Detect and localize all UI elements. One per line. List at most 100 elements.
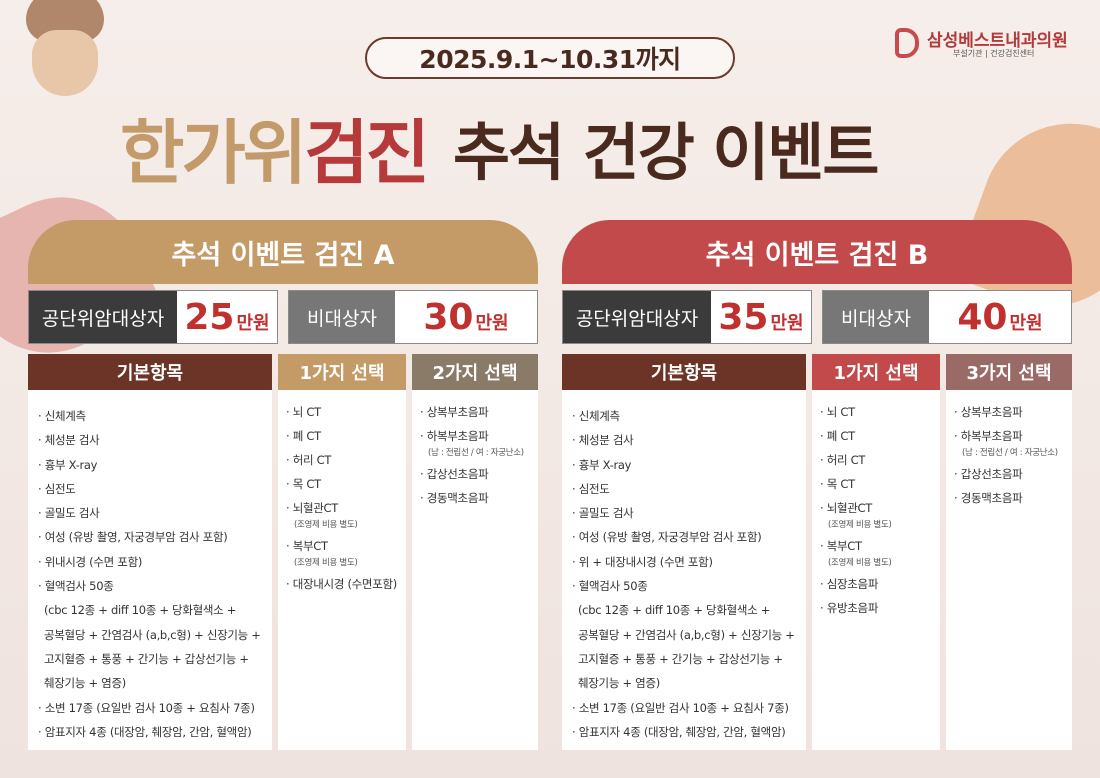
list-item: · 여성 (유방 촬영, 자궁경부암 검사 포함): [572, 530, 762, 545]
list-item: 고지혈증 + 통풍 + 간기능 + 갑상선기능 +: [44, 651, 249, 666]
item-label: · 하복부초음파: [420, 429, 489, 443]
list-item: · 목 CT: [820, 476, 934, 492]
list-item: · 혈액검사 50종: [572, 579, 648, 594]
price-label: 비대상자: [823, 291, 929, 343]
list-item: · 경동맥초음파: [420, 490, 532, 506]
list-item: 공복혈당 + 간염검사 (a,b,c형) + 신장기능 +: [44, 627, 261, 642]
list-item: · 상복부초음파: [954, 404, 1066, 420]
list-item: · 혈액검사 50종: [38, 579, 114, 594]
item-label: · 경동맥초음파: [954, 491, 1023, 505]
item-label: · 경동맥초음파: [420, 491, 489, 505]
list-item: · 위 + 대장내시경 (수면 포함): [572, 554, 713, 569]
price-unit: 만원: [236, 313, 270, 334]
list-item: · 소변 17종 (요일반 검사 10종 + 요침사 7종): [572, 700, 789, 715]
list-item: · 체성분 검사: [572, 433, 634, 448]
column-heading: 기본항목: [562, 354, 806, 390]
column-heading: 2가지 선택: [412, 354, 538, 390]
list-item: · 신체계측: [572, 409, 620, 423]
list-item: · 흉부 X-ray: [572, 457, 632, 472]
item-label: · 목 CT: [286, 477, 321, 491]
list-item: · 경동맥초음파: [954, 490, 1066, 506]
item-label: · 심장초음파: [820, 577, 879, 591]
column-heading: 1가지 선택: [278, 354, 406, 390]
list-item: · 신체계측: [38, 409, 86, 423]
price-number: 40: [957, 297, 1008, 338]
list-item: · 암표지자 4종 (대장암, 췌장암, 간암, 혈액암): [38, 724, 252, 739]
item-note: (조영제 비용 별도): [294, 520, 358, 530]
item-label: · 뇌 CT: [820, 405, 855, 419]
list-item: 췌장기능 + 염증): [44, 676, 126, 691]
title-part2: 검진: [304, 111, 430, 194]
basic-items-column: 기본항목 · 신체계측 · 체성분 검사 · 흉부 X-ray · 심전도 · 골밀도 …: [562, 354, 806, 750]
list-item: 췌장기능 + 염증): [578, 676, 660, 691]
list-item: · 유방초음파: [820, 600, 934, 616]
list-item: · 하복부초음파 (남 : 전립선 / 여 : 자궁난소): [420, 428, 532, 458]
list-item: · 갑상선초음파: [954, 466, 1066, 482]
list-item: · 하복부초음파 (남 : 전립선 / 여 : 자궁난소): [954, 428, 1066, 458]
column-heading: 3가지 선택: [946, 354, 1072, 390]
list-item: · 복부CT (조영제 비용 별도): [820, 538, 934, 568]
choose-two-column: 2가지 선택 · 상복부초음파 · 하복부초음파 (남 : 전립선 / 여 : 자궁…: [412, 354, 538, 750]
item-label: · 대장내시경 (수면포함): [286, 577, 397, 591]
list-item: · 허리 CT: [286, 452, 400, 468]
price-label: 공단위암대상자: [563, 291, 711, 343]
list-item: 공복혈당 + 간염검사 (a,b,c형) + 신장기능 +: [578, 627, 795, 642]
item-label: · 복부CT: [820, 539, 862, 553]
column-heading: 기본항목: [28, 354, 272, 390]
price-unit: 만원: [770, 313, 804, 334]
item-label: · 뇌혈관CT: [286, 501, 339, 515]
column-heading: 1가지 선택: [812, 354, 940, 390]
list-item: · 흉부 X-ray: [38, 457, 98, 472]
list-item: · 위내시경 (수면 포함): [38, 554, 143, 569]
list-item: · 심장초음파: [820, 576, 934, 592]
list-item: · 소변 17종 (요일반 검사 10종 + 요침사 7종): [38, 700, 255, 715]
item-label: · 갑상선초음파: [954, 467, 1023, 481]
list-item: · 체성분 검사: [38, 433, 100, 448]
price-unit: 만원: [475, 313, 509, 334]
list-item: · 허리 CT: [820, 452, 934, 468]
list-item: (cbc 12종 + diff 10종 + 당화혈색소 +: [44, 603, 237, 618]
clinic-logo: 삼성베스트내과의원 부설기관 | 건강검진센터: [895, 26, 1085, 62]
item-label: · 폐 CT: [820, 429, 855, 443]
price-label: 공단위암대상자: [29, 291, 177, 343]
event-period: 2025.9.1~10.31까지: [365, 37, 735, 79]
price-target: 공단위암대상자 35 만원: [562, 290, 812, 344]
acorn-decoration: [18, 0, 110, 110]
list-item: 고지혈증 + 통풍 + 간기능 + 갑상선기능 +: [578, 651, 783, 666]
item-label: · 뇌혈관CT: [820, 501, 873, 515]
price-non-target: 비대상자 40 만원: [822, 290, 1072, 344]
item-label: · 허리 CT: [820, 453, 866, 467]
list-item: · 갑상선초음파: [420, 466, 532, 482]
item-label: · 갑상선초음파: [420, 467, 489, 481]
price-non-target: 비대상자 30 만원: [288, 290, 538, 344]
choose-one-column: 1가지 선택 · 뇌 CT · 폐 CT · 허리 CT · 목 CT · 뇌혈관CT (…: [278, 354, 406, 750]
item-note: (조영제 비용 별도): [294, 558, 358, 568]
title-part1: 한가위: [120, 111, 307, 194]
package-b-heading: 추석 이벤트 검진 B: [562, 220, 1072, 284]
item-label: · 유방초음파: [820, 601, 879, 615]
list-item: (cbc 12종 + diff 10종 + 당화혈색소 +: [578, 603, 771, 618]
package-a-heading: 추석 이벤트 검진 A: [28, 220, 538, 284]
item-label: · 폐 CT: [286, 429, 321, 443]
price-unit: 만원: [1009, 313, 1043, 334]
list-item: · 폐 CT: [820, 428, 934, 444]
list-item: · 대장내시경 (수면포함): [286, 576, 400, 592]
item-label: · 복부CT: [286, 539, 328, 553]
clinic-subtitle: 부설기관 | 건강검진센터: [953, 49, 1035, 58]
title-part3: 추석 건강 이벤트: [453, 116, 879, 189]
choose-three-column: 3가지 선택 · 상복부초음파 · 하복부초음파 (남 : 전립선 / 여 : 자궁…: [946, 354, 1072, 750]
list-item: · 상복부초음파: [420, 404, 532, 420]
item-label: · 하복부초음파: [954, 429, 1023, 443]
price-number: 25: [184, 297, 235, 338]
list-item: · 뇌혈관CT (조영제 비용 별도): [286, 500, 400, 530]
price-number: 35: [718, 297, 769, 338]
item-note: (조영제 비용 별도): [828, 520, 892, 530]
item-label: · 상복부초음파: [954, 405, 1023, 419]
item-label: · 목 CT: [820, 477, 855, 491]
price-number: 30: [423, 297, 474, 338]
list-item: · 골밀도 검사: [38, 506, 100, 521]
list-item: · 폐 CT: [286, 428, 400, 444]
item-label: · 뇌 CT: [286, 405, 321, 419]
list-item: · 목 CT: [286, 476, 400, 492]
list-item: · 심전도: [38, 481, 76, 496]
